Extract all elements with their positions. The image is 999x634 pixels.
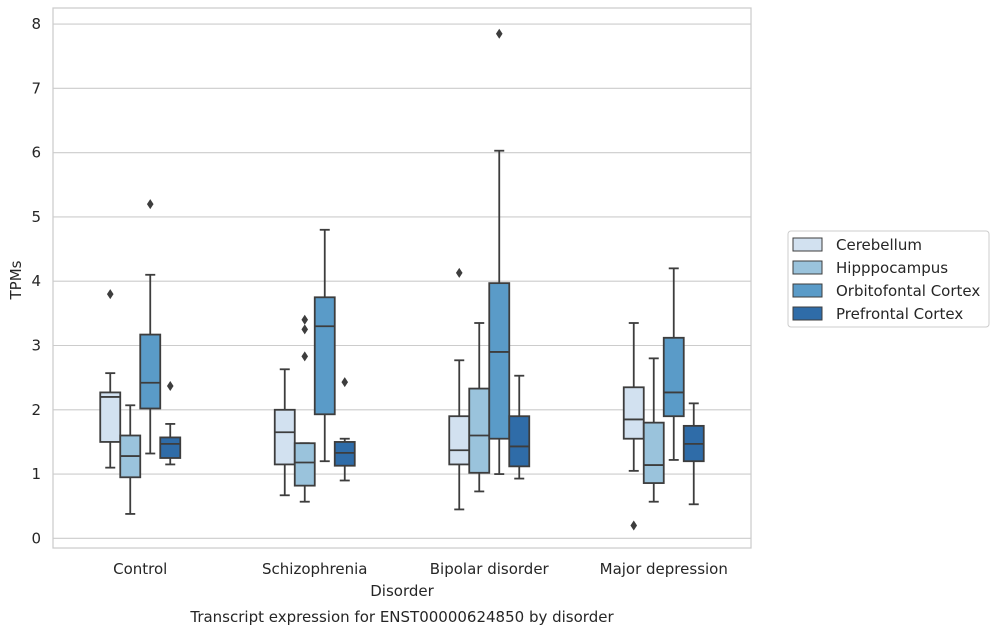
y-tick-label: 6 [31,144,41,162]
box-3-2 [662,267,685,461]
box-1-2 [313,228,336,463]
box-3-1 [642,357,665,503]
outlier-point [106,289,114,300]
y-tick-label: 8 [31,15,41,33]
box-body [662,336,685,418]
box-body [488,282,511,440]
outlier-point [341,377,349,388]
box-body [622,386,645,440]
legend: Cerebellum Hipppocampus Orbitofontal Corte… [787,230,990,328]
box-0-0 [99,289,122,469]
box-1-1 [293,314,316,503]
y-tick-label: 3 [31,337,41,355]
box-body [642,421,665,484]
legend-frame [787,230,990,328]
box-body [99,391,122,443]
legend-swatch [792,306,823,321]
x-tick-label: Schizophrenia [262,560,367,578]
outlier-point [301,314,309,325]
legend-swatch [792,283,823,298]
box-plot-marks [99,28,705,531]
box-2-1 [468,322,491,493]
y-tick-label: 7 [31,79,41,97]
x-axis-ticks: Control Schizophrenia Bipolar disorder Majo… [113,560,728,578]
box-body [293,442,316,487]
y-axis-label: TPMs [7,260,25,300]
box-2-2 [488,28,511,475]
y-tick-label: 1 [31,465,41,483]
x-tick-label: Major depression [600,560,728,578]
box-0-3 [159,381,182,466]
outlier-point [455,267,463,278]
y-tick-label: 5 [31,208,41,226]
box-0-2 [139,199,162,455]
legend-swatch [792,237,823,252]
box-body [468,387,491,474]
box-body [159,436,182,459]
box-body [448,415,471,466]
y-axis-ticks: 0 1 2 3 4 5 6 7 8 [31,15,41,547]
outlier-point [495,28,503,39]
box-0-1 [119,404,142,515]
box-2-0 [448,267,471,511]
y-tick-label: 2 [31,401,41,419]
chart-title: Transcript expression for ENST0000062485… [189,608,614,626]
outlier-point [146,199,154,210]
box-body [139,333,162,410]
box-body [333,441,356,467]
box-body [273,408,296,466]
legend-swatch [792,260,823,275]
legend-label: Prefrontal Cortex [836,305,963,323]
plot-frame [52,7,752,549]
legend-label: Hipppocampus [836,259,948,277]
outlier-point [301,324,309,335]
y-tick-label: 4 [31,272,41,290]
x-tick-label: Bipolar disorder [430,560,550,578]
x-tick-label: Control [113,560,167,578]
outlier-point [301,351,309,362]
box-1-0 [273,368,296,497]
box-3-0 [622,322,645,531]
box-3-3 [682,402,705,506]
legend-label: Orbitofontal Cortex [836,282,980,300]
gridlines [53,23,751,539]
legend-label: Cerebellum [836,236,922,254]
y-tick-label: 0 [31,529,41,547]
box-body [313,296,336,416]
outlier-point [166,381,174,391]
outlier-point [630,520,638,531]
box-body [508,415,531,468]
x-axis-label: Disorder [370,582,434,600]
box-2-3 [508,374,531,480]
box-1-3 [333,377,356,482]
